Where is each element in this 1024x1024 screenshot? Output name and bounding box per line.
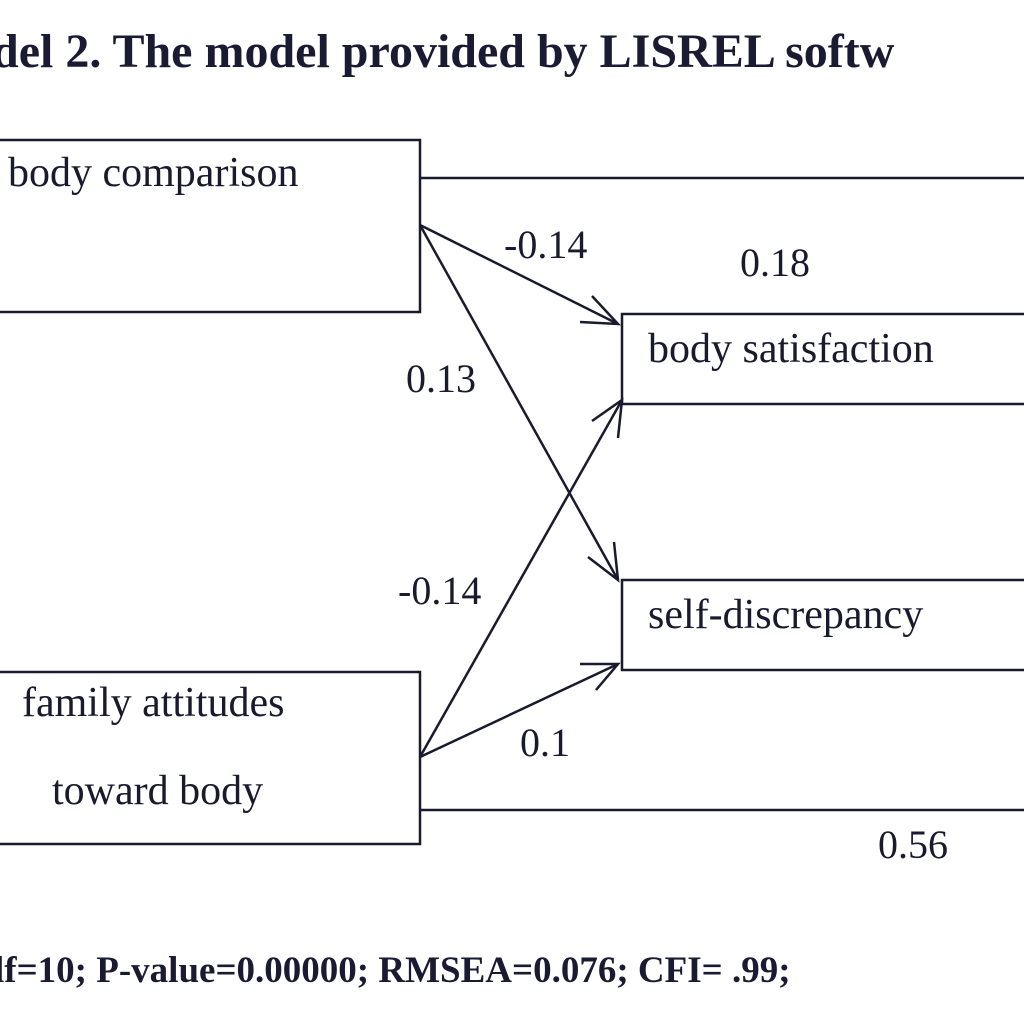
coef-fa-to-bs: -0.14 [398, 568, 481, 613]
family-attitudes-label-line1: family attitudes [22, 680, 284, 726]
arrowhead-bc-to-bs [579, 295, 622, 326]
body-satisfaction-box [620, 312, 1024, 406]
body-satisfaction-label: body satisfaction [648, 326, 934, 372]
arrowhead-fa-to-sd [580, 662, 621, 691]
coef-fa-to-sd: 0.1 [520, 720, 570, 765]
coef-fa-to-right: 0.56 [878, 822, 948, 867]
coef-bc-to-right: 0.18 [740, 240, 810, 285]
path-fa-to-sd [419, 662, 619, 759]
arrowhead-fa-to-bs [591, 397, 624, 439]
path-bc-to-bs [419, 223, 619, 326]
self-discrepancy-box [620, 578, 1024, 672]
family-attitudes-box [0, 670, 422, 846]
arrowhead-bc-to-sd [587, 541, 620, 583]
fit-statistics: lf=10; P-value=0.00000; RMSEA=0.076; CFI… [0, 950, 791, 991]
coef-bc-to-sd: 0.13 [406, 356, 476, 401]
diagram-title: del 2. The model provided by LISREL soft… [0, 25, 895, 78]
family-attitudes-label-line2: toward body [52, 768, 263, 814]
body-comparison-label: body comparison [8, 150, 298, 196]
body-comparison-box [0, 138, 422, 314]
path-fa-to-bs [418, 399, 624, 758]
coef-bc-to-bs: -0.14 [504, 222, 587, 267]
path-bc-to-sd [418, 224, 620, 581]
self-discrepancy-label: self-discrepancy [648, 592, 923, 638]
